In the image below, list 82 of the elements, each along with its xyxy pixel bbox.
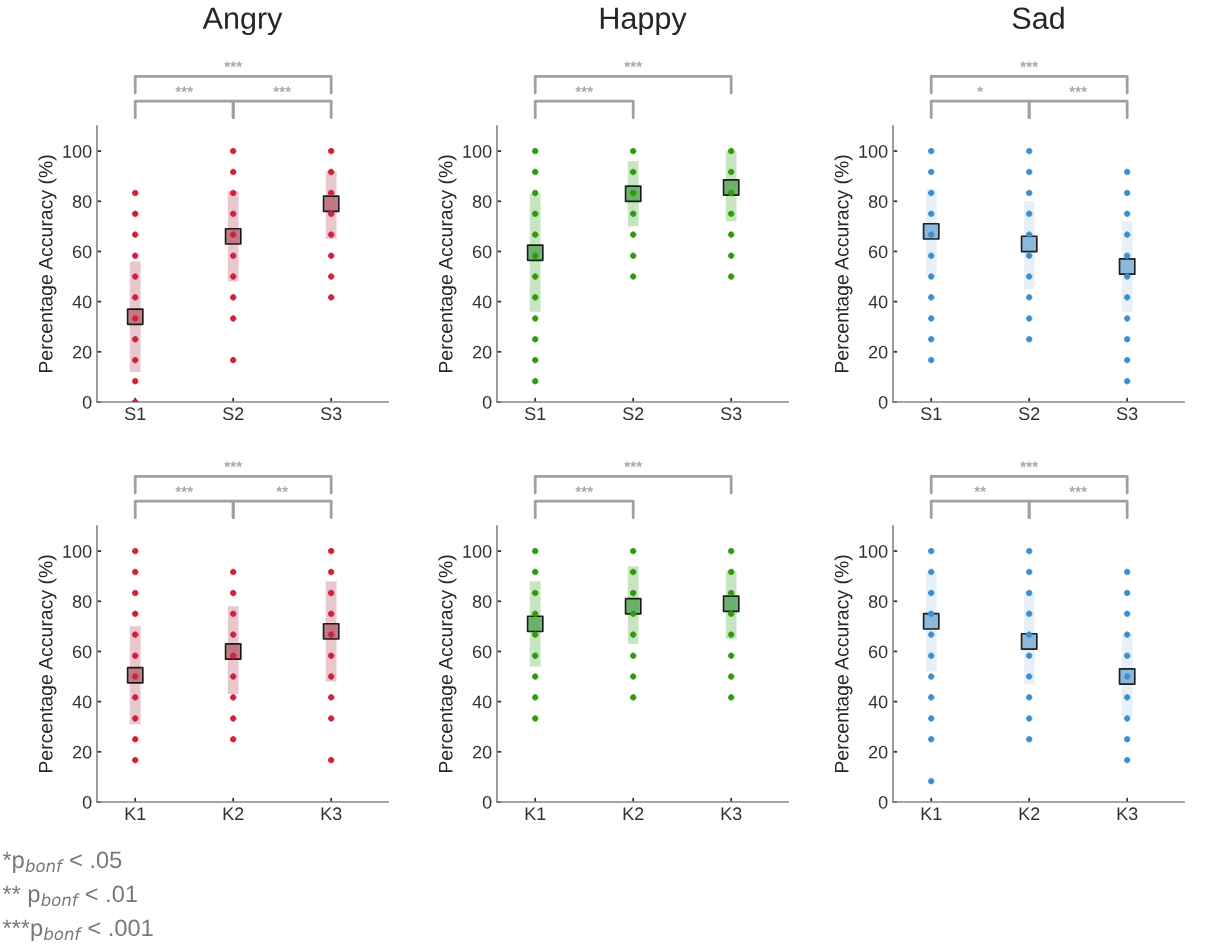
x-tick-label: S2 bbox=[222, 407, 244, 421]
x-tick-label: S3 bbox=[720, 407, 742, 421]
y-axis-title: Percentage Accuracy (%) bbox=[834, 555, 853, 773]
x-tick-label: K2 bbox=[223, 807, 244, 820]
y-tick-label: 0 bbox=[82, 395, 92, 409]
y-tick-label: 60 bbox=[72, 645, 92, 659]
y-tick-label: 0 bbox=[878, 395, 888, 409]
chart-title: Happy bbox=[600, 7, 687, 36]
x-tick-label: S3 bbox=[320, 407, 342, 421]
x-tick-label: S3 bbox=[1116, 407, 1138, 421]
y-tick-label: 80 bbox=[868, 195, 888, 208]
y-tick-label: 20 bbox=[72, 745, 92, 759]
y-axis-title: Percentage Accuracy (%) bbox=[834, 155, 853, 373]
y-tick-label: 80 bbox=[868, 595, 888, 608]
y-tick-label: 20 bbox=[868, 745, 888, 759]
y-axis-title: Percentage Accuracy (%) bbox=[38, 155, 57, 373]
y-tick-label: 0 bbox=[878, 795, 888, 809]
y-tick-label: 100 bbox=[859, 545, 888, 558]
x-tick-label: K1 bbox=[525, 807, 546, 820]
text: *** bbox=[575, 486, 594, 493]
x-tick-label: S1 bbox=[524, 407, 546, 421]
y-tick-label: 100 bbox=[463, 545, 492, 558]
y-tick-label: 20 bbox=[868, 345, 888, 359]
text: ** p$_{bonf}$ < .01 bbox=[2, 885, 137, 907]
y-tick-label: 60 bbox=[868, 645, 888, 659]
y-tick-label: 20 bbox=[472, 345, 492, 359]
x-tick-label: K1 bbox=[921, 807, 942, 820]
x-tick-label: S1 bbox=[920, 407, 942, 421]
chart-title: Sad bbox=[1012, 6, 1064, 30]
chart-title: Angry bbox=[202, 7, 283, 36]
y-axis-title: Percentage Accuracy (%) bbox=[438, 155, 457, 373]
y-tick-label: 40 bbox=[472, 695, 492, 709]
x-tick-label: K2 bbox=[1019, 807, 1040, 820]
y-tick-label: 100 bbox=[463, 145, 492, 158]
text: ** bbox=[974, 486, 987, 493]
x-tick-label: K3 bbox=[1117, 807, 1138, 821]
x-tick-label: S2 bbox=[1018, 407, 1040, 421]
text: *** bbox=[273, 86, 292, 93]
y-tick-label: 100 bbox=[859, 145, 888, 158]
y-tick-label: 60 bbox=[72, 245, 92, 259]
y-tick-label: 80 bbox=[472, 195, 492, 208]
text: *** bbox=[224, 61, 243, 68]
text: *** bbox=[1020, 461, 1039, 468]
y-tick-label: 20 bbox=[72, 345, 92, 359]
text: *** bbox=[224, 461, 243, 468]
text: *** bbox=[624, 61, 643, 68]
text: *** bbox=[575, 86, 594, 93]
text: *** bbox=[1069, 86, 1088, 93]
text: *** bbox=[175, 86, 194, 93]
y-tick-label: 40 bbox=[868, 695, 888, 709]
text: *p$_{bonf}$ < .05 bbox=[2, 851, 122, 873]
y-tick-label: 60 bbox=[868, 245, 888, 259]
text: *** bbox=[1020, 61, 1039, 68]
y-tick-label: 0 bbox=[482, 395, 492, 409]
y-axis-title: Percentage Accuracy (%) bbox=[38, 555, 57, 773]
x-tick-label: K2 bbox=[623, 807, 644, 820]
text: ** bbox=[276, 486, 289, 493]
y-tick-label: 40 bbox=[72, 695, 92, 709]
y-axis-title: Percentage Accuracy (%) bbox=[438, 555, 457, 773]
y-tick-label: 0 bbox=[482, 795, 492, 809]
y-tick-label: 60 bbox=[472, 245, 492, 259]
text: * bbox=[977, 86, 984, 93]
x-tick-label: K3 bbox=[321, 807, 342, 821]
x-tick-label: S2 bbox=[622, 407, 644, 421]
y-tick-label: 40 bbox=[868, 295, 888, 309]
y-tick-label: 40 bbox=[472, 295, 492, 309]
y-tick-label: 0 bbox=[82, 795, 92, 809]
y-tick-label: 20 bbox=[472, 745, 492, 759]
text: *** bbox=[624, 461, 643, 468]
y-tick-label: 100 bbox=[63, 145, 92, 158]
x-tick-label: K1 bbox=[125, 807, 146, 820]
x-tick-label: S1 bbox=[124, 407, 146, 421]
y-tick-label: 80 bbox=[472, 595, 492, 608]
x-tick-label: K3 bbox=[721, 807, 742, 821]
y-tick-label: 40 bbox=[72, 295, 92, 309]
y-tick-label: 100 bbox=[63, 545, 92, 558]
y-tick-label: 80 bbox=[72, 195, 92, 208]
y-tick-label: 60 bbox=[472, 645, 492, 659]
text: *** bbox=[1069, 486, 1088, 493]
y-tick-label: 80 bbox=[72, 595, 92, 608]
text: ***p$_{bonf}$ < .001 bbox=[2, 919, 153, 941]
text: *** bbox=[175, 486, 194, 493]
